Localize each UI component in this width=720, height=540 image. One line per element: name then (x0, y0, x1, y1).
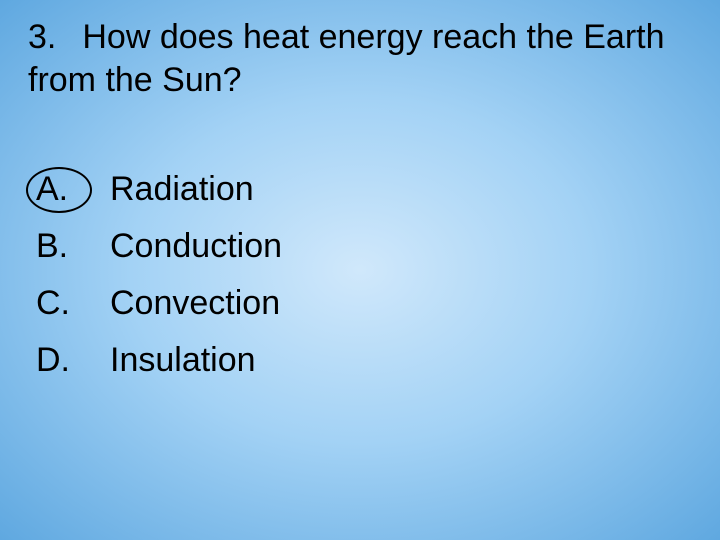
question-text: How does heat energy reach the Earth fro… (28, 18, 665, 99)
option-b[interactable]: B. Conduction (36, 227, 282, 266)
question-block: 3.How does heat energy reach the Earth f… (28, 16, 680, 101)
option-text: Radiation (110, 170, 254, 209)
option-letter: B. (36, 227, 110, 266)
option-text: Convection (110, 284, 280, 323)
option-text: Insulation (110, 341, 256, 380)
options-list: A. Radiation B. Conduction C. Convection… (36, 170, 282, 398)
option-d[interactable]: D. Insulation (36, 341, 282, 380)
option-letter: D. (36, 341, 110, 380)
question-number: 3. (28, 18, 56, 56)
quiz-slide: 3.How does heat energy reach the Earth f… (0, 0, 720, 540)
option-letter: A. (36, 170, 110, 209)
option-c[interactable]: C. Convection (36, 284, 282, 323)
option-letter: C. (36, 284, 110, 323)
option-a[interactable]: A. Radiation (36, 170, 282, 209)
option-text: Conduction (110, 227, 282, 266)
